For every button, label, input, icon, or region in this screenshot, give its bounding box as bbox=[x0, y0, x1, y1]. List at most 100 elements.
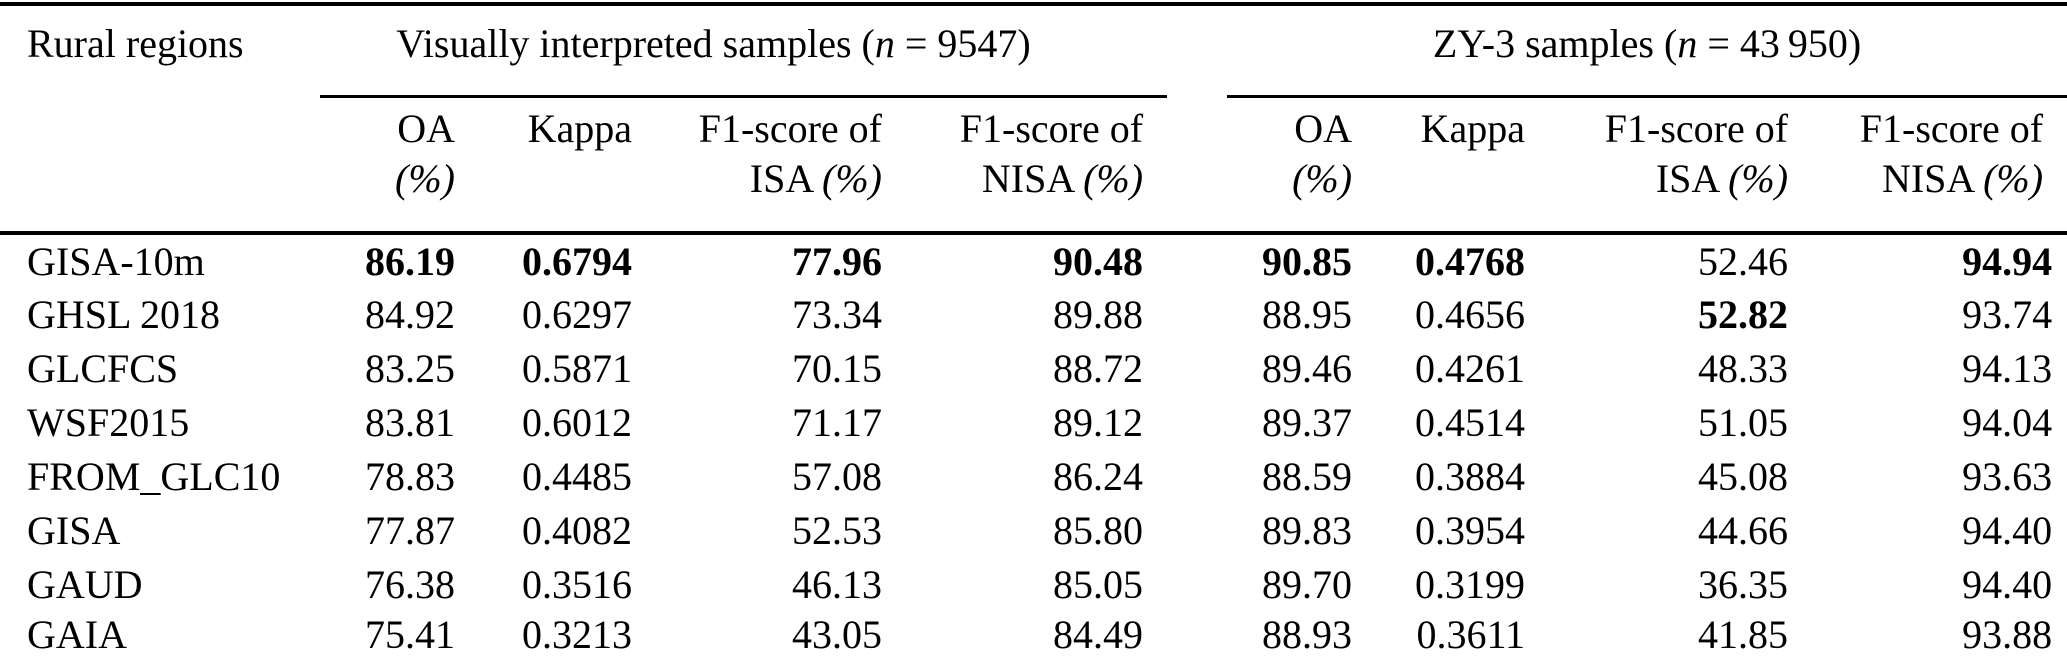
value-cell: 0.3884 bbox=[1415, 453, 1526, 499]
value-cell: 85.05 bbox=[1053, 561, 1144, 607]
table-row: GLCFCS 83.25 0.5871 70.15 88.72 89.46 0.4261 48… bbox=[0, 341, 2067, 395]
table-row: WSF2015 83.81 0.6012 71.17 89.12 89.37 0.4514 5… bbox=[0, 395, 2067, 449]
value-cell: 88.59 bbox=[1262, 453, 1353, 499]
table-row: GISA-10m 86.19 0.6794 77.96 90.48 90.85 0.4768… bbox=[0, 233, 2067, 287]
value-cell: 94.94 bbox=[1962, 238, 2053, 284]
group2-title-suffix: = 43 950) bbox=[1697, 21, 1862, 66]
value-cell: 94.40 bbox=[1962, 561, 2053, 607]
value-cell: 71.17 bbox=[792, 399, 882, 445]
col-header-kappa-2: Kappa bbox=[1376, 96, 1550, 235]
col-header-kappa-1: Kappa bbox=[479, 96, 656, 235]
value-cell: 36.35 bbox=[1698, 561, 1789, 607]
value-cell: 83.25 bbox=[365, 345, 455, 391]
group-header-visually-interpreted: Visually interpreted samples (n = 9547) bbox=[320, 2, 1168, 98]
value-cell: 0.4485 bbox=[522, 453, 632, 499]
value-cell: 84.49 bbox=[906, 611, 1168, 668]
value-cell: 0.6012 bbox=[522, 399, 632, 445]
value-cell: 76.38 bbox=[365, 561, 455, 607]
group1-title-suffix: = 9547) bbox=[894, 21, 1031, 66]
group2-n-symbol: n bbox=[1677, 21, 1698, 66]
table-row: GAIA 75.41 0.3213 43.05 84.49 88.93 0.3611 41.8… bbox=[0, 611, 2067, 668]
table-row: GAUD 76.38 0.3516 46.13 85.05 89.70 0.3199 36.3… bbox=[0, 557, 2067, 611]
group-gap bbox=[1167, 2, 1228, 235]
value-cell: 86.19 bbox=[365, 238, 455, 284]
table-row: FROM_GLC10 78.83 0.4485 57.08 86.24 88.59 0.38… bbox=[0, 449, 2067, 503]
col-header-f1-isa-2: F1-score of ISA (%) bbox=[1549, 96, 1813, 235]
value-cell: 93.88 bbox=[1812, 611, 2067, 668]
value-cell: 86.24 bbox=[1053, 453, 1144, 499]
column-gap bbox=[1167, 233, 1227, 287]
value-cell: 44.66 bbox=[1698, 507, 1789, 553]
value-cell: 89.88 bbox=[1053, 291, 1144, 337]
column-gap bbox=[1167, 287, 1227, 341]
value-cell: 0.3199 bbox=[1415, 561, 1526, 607]
value-cell: 88.72 bbox=[1053, 345, 1144, 391]
value-cell: 88.93 bbox=[1227, 611, 1377, 668]
value-cell: 0.6297 bbox=[522, 291, 632, 337]
value-cell: 0.4514 bbox=[1415, 399, 1526, 445]
row-label: GHSL 2018 bbox=[27, 291, 220, 337]
value-cell: 90.85 bbox=[1262, 238, 1353, 284]
value-cell: 85.80 bbox=[1053, 507, 1144, 553]
column-gap bbox=[1167, 557, 1227, 611]
value-cell: 45.08 bbox=[1698, 453, 1789, 499]
value-cell: 70.15 bbox=[792, 345, 882, 391]
col-header-f1-nisa-2: F1-score of NISA (%) bbox=[1812, 96, 2067, 235]
value-cell: 0.6794 bbox=[522, 238, 632, 284]
value-cell: 0.3611 bbox=[1376, 611, 1550, 668]
value-cell: 0.5871 bbox=[522, 345, 632, 391]
value-cell: 51.05 bbox=[1698, 399, 1789, 445]
value-cell: 57.08 bbox=[792, 453, 882, 499]
value-cell: 77.96 bbox=[792, 238, 882, 284]
table-row: GHSL 2018 84.92 0.6297 73.34 89.88 88.95 0.465… bbox=[0, 287, 2067, 341]
value-cell: 0.4768 bbox=[1415, 238, 1526, 284]
column-gap bbox=[1167, 611, 1228, 668]
value-cell: 41.85 bbox=[1549, 611, 1813, 668]
value-cell: 83.81 bbox=[365, 399, 455, 445]
column-gap bbox=[1167, 449, 1227, 503]
value-cell: 73.34 bbox=[792, 291, 882, 337]
row-label: GISA-10m bbox=[27, 238, 205, 284]
value-cell: 0.4656 bbox=[1415, 291, 1526, 337]
value-cell: 48.33 bbox=[1698, 345, 1789, 391]
col-header-oa-1: OA (%) bbox=[320, 96, 479, 235]
value-cell: 52.46 bbox=[1698, 238, 1789, 284]
value-cell: 0.4261 bbox=[1415, 345, 1526, 391]
value-cell: 89.83 bbox=[1262, 507, 1353, 553]
row-label: GAUD bbox=[27, 561, 143, 607]
column-gap bbox=[1167, 341, 1227, 395]
value-cell: 78.83 bbox=[365, 453, 455, 499]
value-cell: 88.95 bbox=[1262, 291, 1353, 337]
row-label: FROM_GLC10 bbox=[27, 453, 281, 499]
group1-n-symbol: n bbox=[874, 21, 895, 66]
row-group-label: Rural regions bbox=[0, 2, 320, 235]
row-label: WSF2015 bbox=[27, 399, 190, 445]
value-cell: 89.37 bbox=[1262, 399, 1353, 445]
row-label: GLCFCS bbox=[27, 345, 179, 391]
value-cell: 46.13 bbox=[792, 561, 882, 607]
value-cell: 89.46 bbox=[1262, 345, 1353, 391]
col-header-f1-nisa-1: F1-score of NISA (%) bbox=[906, 96, 1168, 235]
value-cell: 0.4082 bbox=[522, 507, 632, 553]
value-cell: 77.87 bbox=[365, 507, 455, 553]
value-cell: 89.70 bbox=[1262, 561, 1353, 607]
value-cell: 0.3213 bbox=[479, 611, 656, 668]
column-gap bbox=[1167, 503, 1227, 557]
col-header-f1-isa-1: F1-score of ISA (%) bbox=[656, 96, 906, 235]
group2-title-prefix: ZY-3 samples ( bbox=[1432, 21, 1678, 66]
value-cell: 0.3954 bbox=[1415, 507, 1526, 553]
value-cell: 89.12 bbox=[1053, 399, 1144, 445]
col-header-oa-2: OA (%) bbox=[1227, 96, 1377, 235]
value-cell: 52.53 bbox=[792, 507, 882, 553]
value-cell: 94.40 bbox=[1962, 507, 2053, 553]
group1-title-prefix: Visually interpreted samples ( bbox=[396, 21, 875, 66]
value-cell: 94.13 bbox=[1962, 345, 2053, 391]
value-cell: 93.63 bbox=[1962, 453, 2053, 499]
value-cell: 84.92 bbox=[365, 291, 455, 337]
group-header-zy3: ZY-3 samples (n = 43 950) bbox=[1227, 2, 2067, 98]
value-cell: 52.82 bbox=[1698, 291, 1789, 337]
table-body: GISA-10m 86.19 0.6794 77.96 90.48 90.85 0.4768… bbox=[0, 233, 2067, 668]
value-cell: 43.05 bbox=[656, 611, 906, 668]
